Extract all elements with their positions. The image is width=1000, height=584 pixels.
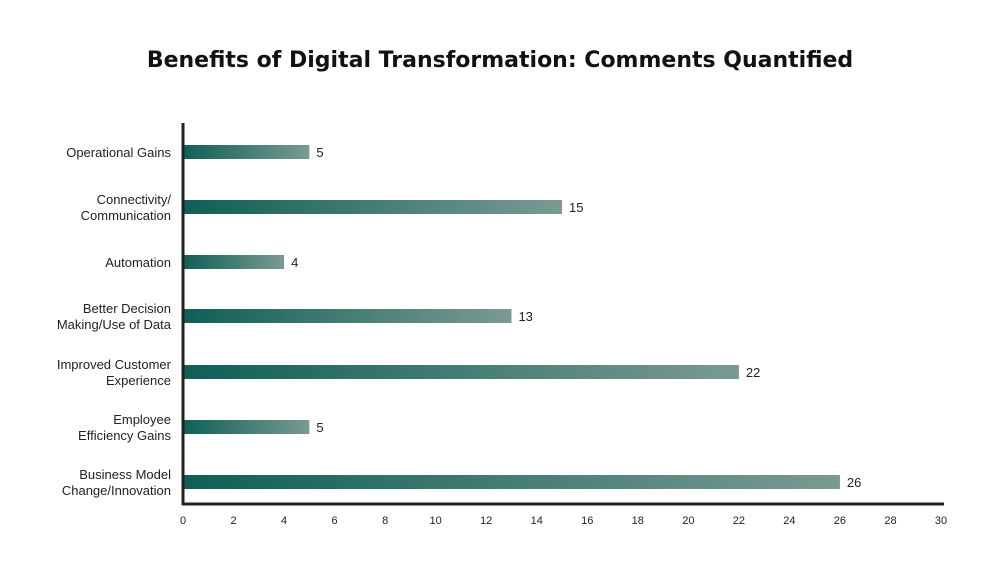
category-label-0: Operational Gains xyxy=(66,145,171,160)
category-label-6: Business Model Change/Innovation xyxy=(62,467,171,498)
x-tick-label-4: 8 xyxy=(382,515,388,527)
category-label-1: Connectivity/Communication xyxy=(81,192,172,223)
x-tick-label-3: 6 xyxy=(332,515,338,527)
x-tick-label-7: 14 xyxy=(531,515,543,527)
x-tick-label-12: 24 xyxy=(783,515,795,527)
data-label-0: 5 xyxy=(316,145,323,160)
chart-title: Benefits of Digital Transformation: Comm… xyxy=(146,48,854,73)
category-label-2: Automation xyxy=(105,255,171,270)
data-label-5: 5 xyxy=(316,420,323,435)
bar-0 xyxy=(183,145,310,159)
data-label-1: 15 xyxy=(569,200,583,215)
data-label-6: 26 xyxy=(847,475,861,490)
x-tick-label-2: 4 xyxy=(281,515,287,527)
data-label-4: 22 xyxy=(746,365,760,380)
category-label-5: Employee Efficiency Gains xyxy=(78,412,171,443)
x-tick-label-11: 22 xyxy=(733,515,745,527)
x-tick-label-6: 12 xyxy=(480,515,492,527)
x-tick-label-14: 28 xyxy=(884,515,896,527)
bar-5 xyxy=(183,420,310,434)
bar-6 xyxy=(183,475,840,489)
x-tick-label-9: 18 xyxy=(632,515,644,527)
bar-1 xyxy=(183,200,562,214)
category-label-4: Improved Customer Experience xyxy=(57,357,172,388)
bar-3 xyxy=(183,309,512,323)
bar-2 xyxy=(183,255,285,269)
x-tick-label-13: 26 xyxy=(834,515,846,527)
x-tick-label-15: 30 xyxy=(935,515,947,527)
x-tick-label-5: 10 xyxy=(430,515,442,527)
x-tick-label-10: 20 xyxy=(682,515,694,527)
x-tick-label-1: 2 xyxy=(230,515,236,527)
bar-4 xyxy=(183,365,739,379)
x-tick-label-8: 16 xyxy=(581,515,593,527)
category-label-3: Better Decision Making/Use of Data xyxy=(57,301,172,332)
data-label-2: 4 xyxy=(291,255,298,270)
data-label-3: 13 xyxy=(518,309,532,324)
x-tick-label-0: 0 xyxy=(180,515,186,527)
